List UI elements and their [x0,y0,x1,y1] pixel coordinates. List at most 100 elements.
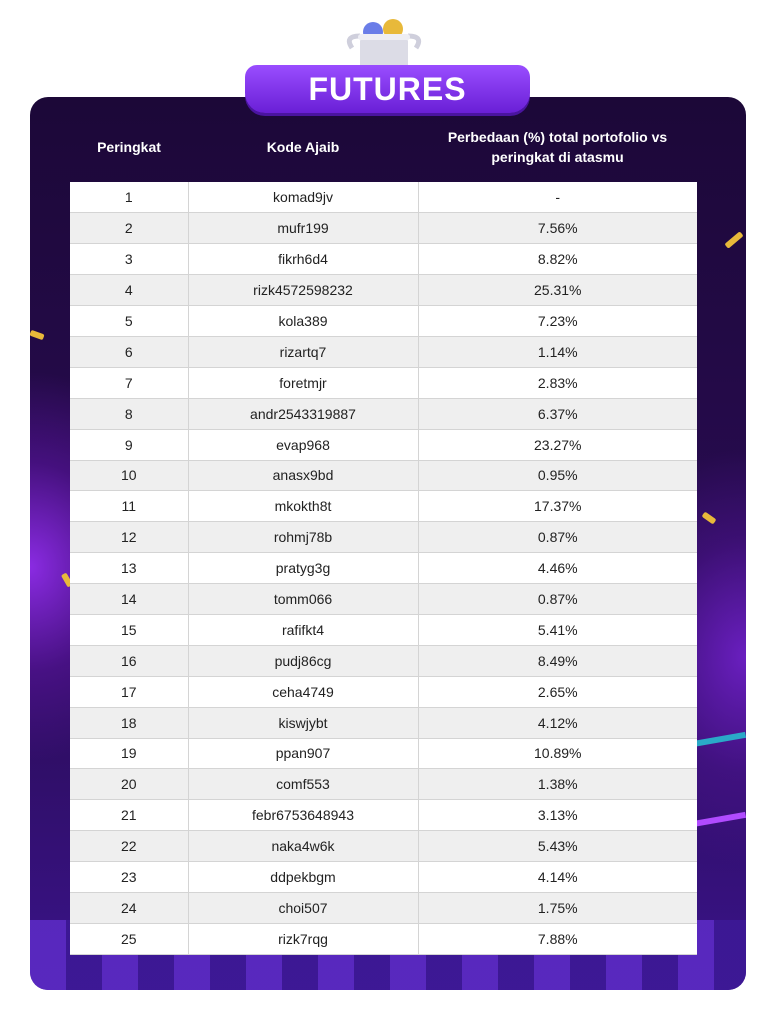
cell-rank: 6 [70,336,189,368]
column-header-diff: Perbedaan (%) total portofolio vs pering… [447,129,668,165]
column-header-code: Kode Ajaib [266,139,340,155]
cell-code: ppan907 [188,738,419,770]
cell-rank: 12 [70,521,189,554]
cell-diff: 2.83% [418,367,697,399]
cell-diff: 4.12% [418,707,697,739]
cell-rank: 4 [70,274,189,307]
cell-rank: 3 [70,243,189,276]
cell-rank: 21 [70,799,189,832]
cell-rank: 11 [70,490,189,523]
cell-code: ddpekbgm [188,861,419,893]
cell-code: rizk7rqg [188,923,419,955]
cell-diff: 0.87% [418,521,697,554]
table-row: 1 komad9jv - [70,182,697,214]
table-row: 2 mufr199 7.56% [70,212,697,245]
cell-rank: 23 [70,861,189,893]
column-header-rank: Peringkat [97,139,161,155]
cell-diff: 1.38% [418,768,697,801]
cell-code: mufr199 [188,212,419,245]
table-row: 4 rizk4572598232 25.31% [70,274,697,307]
cell-code: rohmj78b [188,521,419,554]
table-row: 14 tomm066 0.87% [70,583,697,615]
cell-rank: 7 [70,367,189,399]
cell-rank: 16 [70,645,189,677]
table-row: 7 foretmjr 2.83% [70,367,697,399]
cell-code: febr6753648943 [188,799,419,832]
cell-code: comf553 [188,768,419,801]
cell-code: evap968 [188,429,419,461]
cell-code: foretmjr [188,367,419,399]
page-title-banner: FUTURES [245,65,530,113]
leaderboard-table: 1 komad9jv -2 mufr199 7.56% 3 fikrh6d4 8.82% 4 ri… [70,182,697,955]
cell-diff: 0.95% [418,460,697,492]
cell-diff: - [418,182,697,214]
table-row: 3 fikrh6d4 8.82% [70,243,697,276]
cell-diff: 17.37% [418,490,697,523]
table-row: 19 ppan907 10.89% [70,738,697,770]
cell-code: naka4w6k [188,830,419,863]
table-row: 10 anasx9bd 0.95% [70,460,697,492]
cell-rank: 10 [70,460,189,492]
table-row: 21 febr6753648943 3.13% [70,799,697,832]
cell-code: andr2543319887 [188,398,419,430]
cell-rank: 5 [70,305,189,337]
table-row: 16 pudj86cg 8.49% [70,645,697,677]
table-row: 24 choi507 1.75% [70,892,697,924]
cell-code: rizk4572598232 [188,274,419,307]
table-row: 5 kola389 7.23% [70,305,697,337]
cell-rank: 8 [70,398,189,430]
cell-rank: 18 [70,707,189,739]
cell-rank: 13 [70,552,189,585]
cell-diff: 1.14% [418,336,697,368]
cell-code: anasx9bd [188,460,419,492]
cell-code: choi507 [188,892,419,924]
cell-diff: 4.46% [418,552,697,585]
cell-code: ceha4749 [188,676,419,708]
table-row: 13 pratyg3g 4.46% [70,552,697,585]
cell-rank: 22 [70,830,189,863]
confetti-decoration [701,511,717,525]
cell-rank: 17 [70,676,189,708]
cell-rank: 1 [70,182,189,214]
cell-diff: 7.23% [418,305,697,337]
table-row: 9 evap968 23.27% [70,429,697,461]
cell-code: tomm066 [188,583,419,615]
cell-diff: 0.87% [418,583,697,615]
cell-code: pudj86cg [188,645,419,677]
cell-code: fikrh6d4 [188,243,419,276]
cell-diff: 4.14% [418,861,697,893]
table-header: Peringkat Kode Ajaib Perbedaan (%) total… [70,112,697,182]
cell-rank: 2 [70,212,189,245]
cell-rank: 9 [70,429,189,461]
cell-diff: 5.41% [418,614,697,646]
cell-diff: 8.82% [418,243,697,276]
cell-rank: 24 [70,892,189,924]
cell-diff: 7.56% [418,212,697,245]
cell-diff: 23.27% [418,429,697,461]
table-row: 18 kiswjybt 4.12% [70,707,697,739]
trophy-icon [346,19,422,72]
cell-rank: 19 [70,738,189,770]
table-row: 23 ddpekbgm 4.14% [70,861,697,893]
table-row: 12 rohmj78b 0.87% [70,521,697,554]
cell-code: mkokth8t [188,490,419,523]
cell-diff: 7.88% [418,923,697,955]
cell-diff: 10.89% [418,738,697,770]
table-row: 8 andr2543319887 6.37% [70,398,697,430]
table-row: 11 mkokth8t 17.37% [70,490,697,523]
cell-diff: 6.37% [418,398,697,430]
table-row: 20 comf553 1.38% [70,768,697,801]
table-row: 17 ceha4749 2.65% [70,676,697,708]
cell-diff: 2.65% [418,676,697,708]
cell-diff: 1.75% [418,892,697,924]
table-row: 22 naka4w6k 5.43% [70,830,697,863]
cell-code: pratyg3g [188,552,419,585]
cell-diff: 5.43% [418,830,697,863]
cell-code: rafifkt4 [188,614,419,646]
cell-rank: 25 [70,923,189,955]
confetti-decoration [30,329,45,341]
table-row: 25 rizk7rqg 7.88% [70,923,697,955]
cell-code: kiswjybt [188,707,419,739]
cell-rank: 15 [70,614,189,646]
table-row: 15 rafifkt4 5.41% [70,614,697,646]
